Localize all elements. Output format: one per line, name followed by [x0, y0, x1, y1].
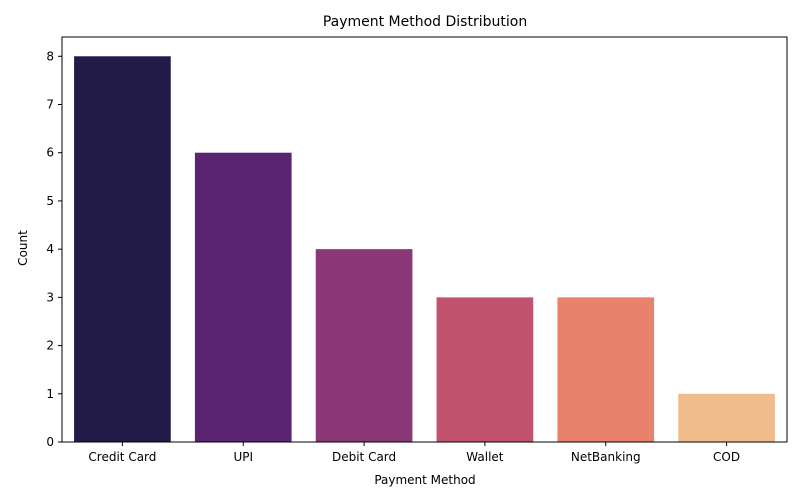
y-tick-label: 6 — [46, 146, 54, 160]
x-tick-label: UPI — [233, 450, 253, 464]
x-tick-label: Debit Card — [332, 450, 396, 464]
chart-title: Payment Method Distribution — [323, 14, 527, 30]
bar-credit-card — [74, 56, 171, 443]
bar-upi — [194, 152, 292, 442]
y-tick-label: 8 — [46, 49, 54, 63]
x-tick-label: Credit Card — [88, 450, 156, 464]
y-tick-label: 2 — [46, 339, 54, 353]
bar-debit-card — [315, 249, 413, 442]
y-tick-label: 4 — [46, 242, 54, 256]
x-axis-label: Payment Method — [374, 473, 475, 487]
axes-frame — [61, 36, 788, 443]
plot-area: 0 1 2 3 4 5 6 7 8 Credit Card UPI Debit Card Wallet N… — [46, 36, 788, 464]
y-tick-label: 1 — [46, 387, 54, 401]
y-tick-label: 7 — [46, 98, 54, 112]
bar-cod — [678, 393, 775, 442]
y-tick-label: 5 — [46, 194, 54, 208]
bar-wallet — [436, 297, 534, 442]
x-tick-label: NetBanking — [571, 450, 641, 464]
x-tick-label: Wallet — [466, 450, 504, 464]
y-tick-label: 3 — [46, 290, 54, 304]
y-tick-label: 0 — [46, 435, 54, 449]
bar-netbanking — [557, 297, 655, 442]
x-tick-label: COD — [713, 450, 740, 464]
y-axis-label: Count — [16, 230, 30, 266]
